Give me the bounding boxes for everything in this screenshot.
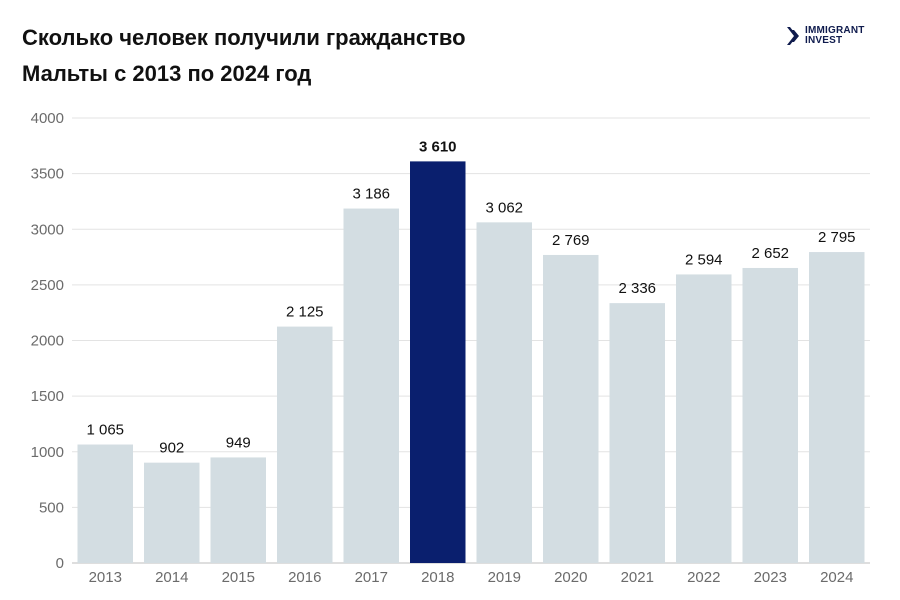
x-tick-label: 2014 <box>155 569 188 586</box>
data-label-2015: 949 <box>226 434 251 451</box>
bar-2024 <box>809 252 865 563</box>
x-tick-label: 2023 <box>754 569 787 586</box>
x-tick-label: 2017 <box>355 569 388 586</box>
data-label-2021: 2 336 <box>618 280 656 297</box>
x-tick-label: 2020 <box>554 569 587 586</box>
x-tick-label: 2015 <box>222 569 255 586</box>
bar-2015 <box>210 457 266 563</box>
bar-2021 <box>609 303 665 563</box>
x-tick-label: 2013 <box>89 569 122 586</box>
y-tick-label: 2000 <box>31 333 64 350</box>
data-label-2022: 2 594 <box>685 251 723 268</box>
data-label-2014: 902 <box>159 440 184 457</box>
x-tick-label: 2022 <box>687 569 720 586</box>
chart-title-line-1: Сколько человек получили гражданство <box>22 25 466 50</box>
bar-2023 <box>742 267 798 563</box>
chart-title: Сколько человек получили гражданство Мал… <box>22 20 466 92</box>
y-tick-label: 3000 <box>31 221 64 238</box>
y-tick-label: 2500 <box>31 277 64 294</box>
logo-text-line-1: IMMIGRANT <box>805 25 865 36</box>
bar-2017 <box>343 208 399 563</box>
chevron-logo-icon <box>787 27 799 45</box>
chart-title-line-2: Мальты с 2013 по 2024 год <box>22 61 312 86</box>
logo-text-line-2: INVEST <box>805 35 843 46</box>
y-tick-label: 1000 <box>31 444 64 461</box>
data-label-2017: 3 186 <box>352 186 390 203</box>
bar-2020 <box>543 254 599 564</box>
x-tick-label: 2018 <box>421 569 454 586</box>
bar-2014 <box>144 462 200 563</box>
data-label-2023: 2 652 <box>751 245 789 262</box>
y-tick-label: 4000 <box>31 110 64 127</box>
bar-2018 <box>410 161 466 563</box>
bar-2013 <box>77 444 133 563</box>
bar-2016 <box>277 326 333 563</box>
data-label-2016: 2 125 <box>286 304 324 321</box>
y-tick-label: 0 <box>56 555 64 572</box>
bar-2019 <box>476 222 532 564</box>
y-tick-label: 1500 <box>31 388 64 405</box>
bar-2022 <box>676 274 732 563</box>
data-label-2024: 2 795 <box>818 229 856 246</box>
x-tick-label: 2021 <box>621 569 654 586</box>
x-tick-label: 2019 <box>488 569 521 586</box>
data-label-2013: 1 065 <box>86 422 124 439</box>
x-tick-label: 2024 <box>820 569 853 586</box>
immigrant-invest-logo: IMMIGRANT INVEST <box>786 26 865 46</box>
data-label-2018: 3 610 <box>419 138 457 155</box>
data-label-2020: 2 769 <box>552 232 590 249</box>
y-tick-label: 500 <box>39 499 64 516</box>
data-label-2019: 3 062 <box>485 199 523 216</box>
logo-text: IMMIGRANT INVEST <box>805 26 865 46</box>
x-tick-label: 2016 <box>288 569 321 586</box>
y-tick-label: 3500 <box>31 166 64 183</box>
